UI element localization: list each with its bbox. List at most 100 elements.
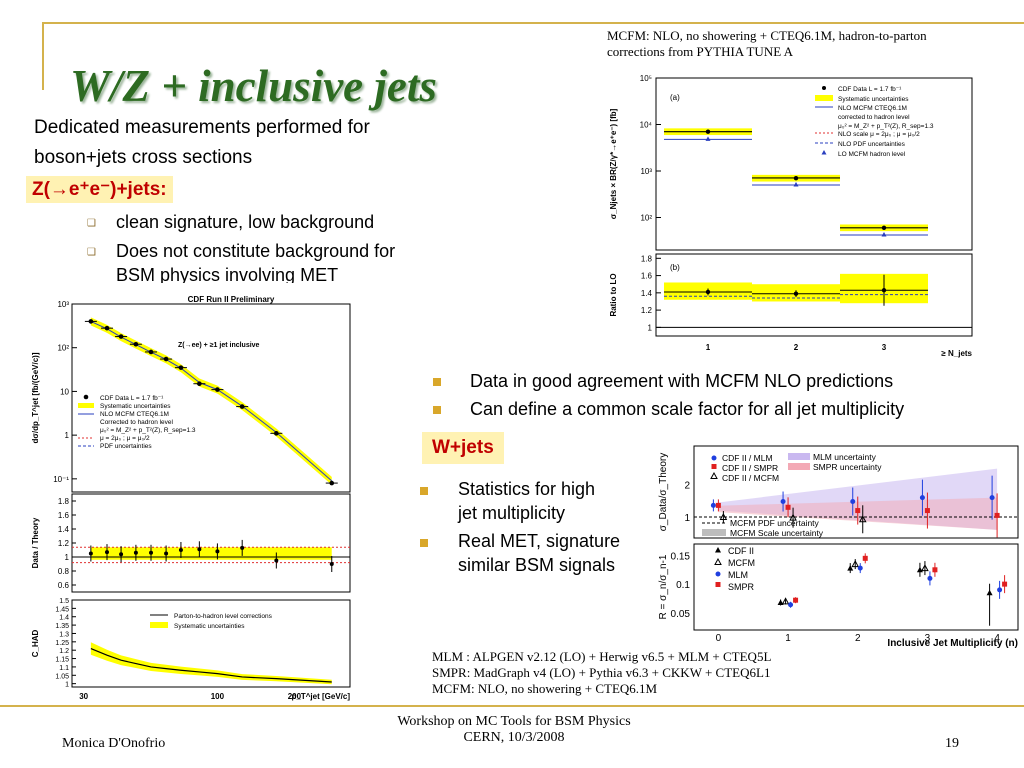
data-point <box>858 515 867 523</box>
data-point <box>178 365 184 370</box>
x-axis-label: Inclusive Jet Multiplicity (n) <box>887 638 1018 648</box>
legend-label: MCFM Scale uncertainty <box>730 528 824 538</box>
intro-line-1: Dedicated measurements performed for <box>34 117 370 138</box>
ratio-band <box>90 547 332 560</box>
y-tick-label: 1.05 <box>55 673 69 680</box>
legend-label: CDF II <box>728 546 754 556</box>
legend-label: MCFM <box>728 558 755 568</box>
data-point <box>932 567 938 573</box>
y-tick-label: 10³ <box>57 300 69 309</box>
y-tick-label: 10⁴ <box>640 120 653 129</box>
mcfm-note-line-1: MCFM: NLO, no showering + CTEQ6.1M, hadr… <box>607 28 927 43</box>
ratio-panel-frame <box>71 493 351 593</box>
data-point <box>163 356 169 362</box>
legend-label: NLO MCFM CTEQ6.1M <box>838 105 907 112</box>
legend-swatch <box>788 463 810 470</box>
data-point <box>793 176 799 181</box>
legend-label: CDF II / MCFM <box>722 473 779 483</box>
ratio-point <box>215 549 220 554</box>
data-point <box>862 555 868 561</box>
y-tick-label: 1.3 <box>59 631 69 638</box>
data-point <box>705 129 711 134</box>
legend-label: CDF Data L = 1.7 fb⁻¹ <box>838 86 902 93</box>
y-tick-label: 1.2 <box>58 539 70 548</box>
chad-band <box>90 642 332 685</box>
w-bullet-3: Real MET, signature <box>458 531 621 551</box>
mcfm-note-line-2: corrections from PYTHIA TUNE A <box>607 44 794 59</box>
y-tick-label: 1.2 <box>641 306 653 315</box>
data-point <box>118 334 124 339</box>
x-tick-label: 2 <box>794 343 799 352</box>
data-point <box>781 597 790 605</box>
y-tick-label: 1.35 <box>55 623 69 630</box>
x-tick-label: 2 <box>855 633 861 644</box>
y-tick-label: 2 <box>684 481 690 492</box>
x-tick-label: 3 <box>925 633 931 644</box>
data-point <box>329 480 335 486</box>
x-tick-label: 3 <box>882 343 887 352</box>
gen-note-mcfm: MCFM: NLO, no showering + CTEQ6.1M <box>432 681 658 696</box>
gen-note-smpr: SMPR: MadGraph v4 (LO) + Pythia v6.3 + C… <box>432 665 771 680</box>
data-point <box>921 564 929 572</box>
data-point <box>851 560 860 568</box>
footer-workshop-line-2: CERN, 10/3/2008 <box>463 730 565 745</box>
chad-panel-frame <box>71 599 351 688</box>
data-point <box>274 431 279 436</box>
filled-bullet-icon <box>433 406 441 414</box>
chad-legend-label: Parton-to-hadron level corrections <box>174 613 273 620</box>
ratio-point <box>329 562 334 566</box>
footer-workshop: Workshop on MC Tools for BSM Physics CER… <box>374 714 654 746</box>
x-tick-label: 1 <box>706 343 711 352</box>
chad-legend-label: Systematic uncertainties <box>174 623 245 630</box>
left-rule <box>42 22 44 90</box>
right-bullet-1: Data in good agreement with MCFM NLO pre… <box>470 371 894 391</box>
bottom-rule <box>0 705 1024 707</box>
y-tick-label: 1.5 <box>59 598 69 605</box>
data-point <box>785 504 791 510</box>
legend-swatch <box>788 453 810 460</box>
legend-label: SMPR <box>728 582 755 592</box>
y-tick-label: 0.8 <box>58 567 70 576</box>
data-point <box>855 508 861 514</box>
data-point <box>924 508 930 514</box>
ratio-point <box>881 288 887 293</box>
legend-label: MLM uncertainty <box>813 452 877 462</box>
legend-lo-marker <box>821 150 827 155</box>
legend-swatch <box>702 529 726 536</box>
y-tick-label: 10⁻¹ <box>53 475 69 484</box>
y-tick-label: 1.4 <box>59 615 69 622</box>
intro-line-2: boson+jets cross sections <box>34 147 253 168</box>
ratio-point <box>274 558 279 563</box>
ratio-point <box>197 547 202 552</box>
data-point <box>919 495 925 501</box>
footer-author: Monica D'Onofrio <box>62 736 166 751</box>
y-tick-label: 1.1 <box>59 665 69 672</box>
y-axis-label: Data / Theory <box>31 517 40 568</box>
hollow-bullet-icon: ❑ <box>87 218 96 229</box>
y-tick-label: 1 <box>65 431 70 440</box>
panel-label: (b) <box>670 263 680 272</box>
x-tick-label: 200 <box>288 692 302 701</box>
chad-legend-band-swatch <box>150 622 168 628</box>
ratio-point <box>793 291 799 296</box>
legend-label: μ = 2μ₀ ; μ = μ₀/2 <box>100 435 150 442</box>
legend-label: MCFM PDF uncertainty <box>730 518 820 528</box>
data-point <box>777 599 784 605</box>
data-point <box>719 512 728 521</box>
y-tick-label: 1.6 <box>641 272 653 281</box>
data-point <box>850 499 856 505</box>
legend-marker <box>715 582 721 587</box>
legend-label: NLO MCFM CTEQ6.1M <box>100 411 169 418</box>
legend-label: SMPR uncertainty <box>813 462 882 472</box>
ratio-point <box>149 550 154 555</box>
x-axis-label: p_T^jet [GeV/c] <box>292 692 351 701</box>
legend-label: Systematic uncertainties <box>838 96 909 103</box>
legend-label: LO MCFM hadron level <box>838 151 906 158</box>
x-tick-label: 30 <box>79 692 88 701</box>
y-tick-label: 0.15 <box>671 551 691 562</box>
ratio-point <box>705 289 711 295</box>
z-bullet-3-clip: BSM physics involving MET <box>116 263 338 283</box>
ratio-point <box>240 545 245 550</box>
gen-note-mlm: MLM : ALPGEN v2.12 (LO) + Herwig v6.5 + … <box>432 649 772 664</box>
